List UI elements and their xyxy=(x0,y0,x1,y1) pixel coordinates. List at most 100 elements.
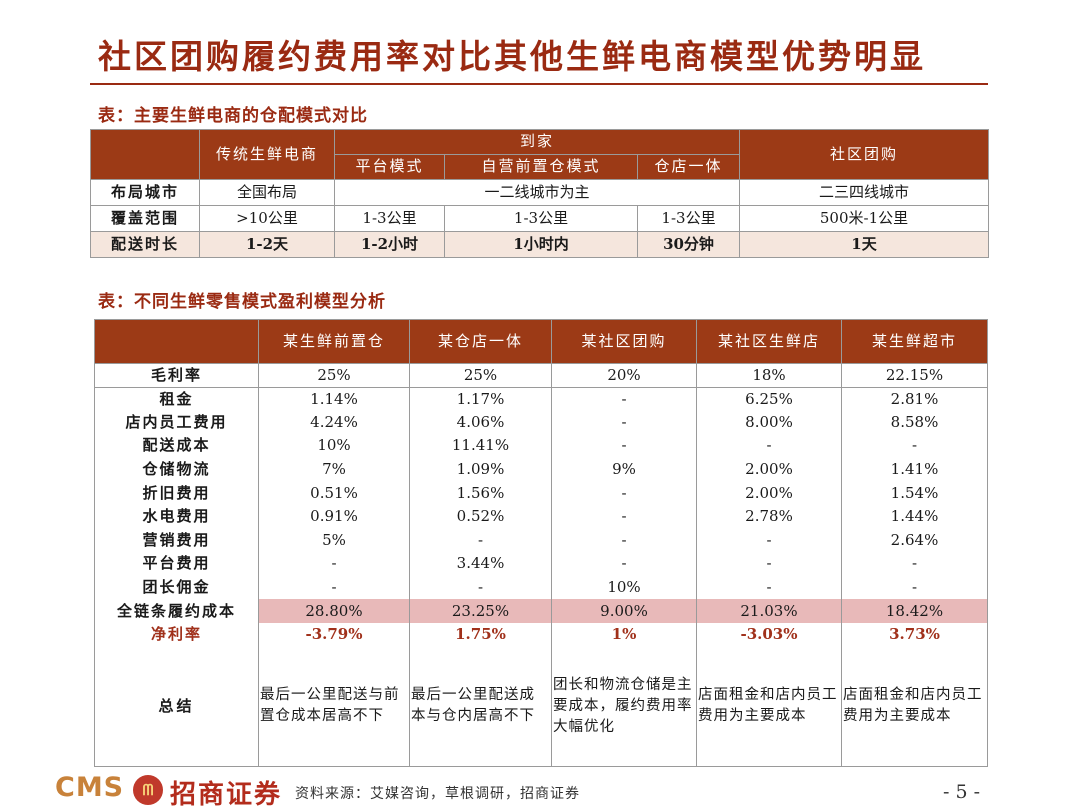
cms-logo: CMS xyxy=(55,772,125,803)
table-cell: 1.41% xyxy=(841,457,988,482)
table-cell: 1.56% xyxy=(409,481,552,506)
header-column: 某社区团购 xyxy=(551,319,697,364)
table-cell: 20% xyxy=(551,363,697,388)
page-number: - 5 - xyxy=(943,781,981,803)
table-cell: 500米-1公里 xyxy=(739,205,989,232)
table-cell: - xyxy=(551,528,697,553)
table-cell: 8.00% xyxy=(696,410,842,435)
table-cell: 1-3公里 xyxy=(334,205,445,232)
row-label: 全链条履约成本 xyxy=(94,599,259,624)
table-cell: - xyxy=(696,434,842,458)
table-cell: 18% xyxy=(696,363,842,388)
summary-cell: 店面租金和店内员工费用为主要成本 xyxy=(841,646,988,768)
data-source: 资料来源：艾媒咨询，草根调研，招商证券 xyxy=(295,786,580,802)
table-cell: - xyxy=(551,410,697,435)
table-cell: - xyxy=(841,575,988,600)
header-column: 某仓店一体 xyxy=(409,319,552,364)
company-name: 招商证券 xyxy=(170,780,283,810)
row-label: 配送成本 xyxy=(94,434,259,458)
title-divider xyxy=(90,83,988,85)
table-cell: 一二线城市为主 xyxy=(334,179,740,206)
table-cell: 2.78% xyxy=(696,505,842,529)
summary-cell: 团长和物流仓储是主要成本，履约费用率大幅优化 xyxy=(551,646,697,768)
table-cell: - xyxy=(551,552,697,576)
table-row: 覆盖范围 >10公里 1-3公里 1-3公里 1-3公里 500米-1公里 xyxy=(90,205,989,232)
page-title: 社区团购履约费用率对比其他生鲜电商模型优势明显 xyxy=(98,37,926,76)
table-cell: 1% xyxy=(551,623,697,647)
profit-model-table: 某生鲜前置仓 某仓店一体 某社区团购 某社区生鲜店 某生鲜超市 毛利率 25% 25… xyxy=(94,319,988,768)
table-cell: - xyxy=(696,575,842,600)
header-warehouse-store: 仓店一体 xyxy=(637,154,740,180)
table-cell: - xyxy=(409,575,552,600)
row-label: 布局城市 xyxy=(90,179,200,206)
table-row: 营销费用 5% - - -2.64% xyxy=(94,528,988,553)
table-cell: 0.91% xyxy=(258,505,410,529)
table-cell: - xyxy=(696,528,842,553)
table-cell: 23.25% xyxy=(409,599,552,624)
row-label: 毛利率 xyxy=(94,363,259,388)
header-home-delivery: 到家 xyxy=(334,129,740,155)
row-label: 总结 xyxy=(94,646,259,768)
row-label: 水电费用 xyxy=(94,505,259,529)
table-cell: 10% xyxy=(258,434,410,458)
table-cell: 2.00% xyxy=(696,457,842,482)
row-label: 净利率 xyxy=(94,623,259,647)
row-label: 团长佣金 xyxy=(94,575,259,600)
table-cell: 25% xyxy=(258,363,410,388)
table-cell: -3.03% xyxy=(696,623,842,647)
table-row: 仓储物流 7% 1.09% 9% 2.00% 1.41% xyxy=(94,457,988,482)
table-cell: 1.75% xyxy=(409,623,552,647)
row-label: 配送时长 xyxy=(90,231,200,258)
table-cell: 25% xyxy=(409,363,552,388)
table-cell: 5% xyxy=(258,528,410,553)
table-cell: - xyxy=(696,552,842,576)
table-cell: 二三四线城市 xyxy=(739,179,989,206)
header-column: 某生鲜超市 xyxy=(841,319,988,364)
table1-caption: 表：主要生鲜电商的仓配模式对比 xyxy=(98,106,368,126)
table2-caption: 表：不同生鲜零售模式盈利模型分析 xyxy=(98,292,386,312)
table-cell: 1.44% xyxy=(841,505,988,529)
header-self-run: 自营前置仓模式 xyxy=(444,154,638,180)
row-label: 平台费用 xyxy=(94,552,259,576)
table-cell: 18.42% xyxy=(841,599,988,624)
table-cell: 3.44% xyxy=(409,552,552,576)
table-cell: 7% xyxy=(258,457,410,482)
table-cell: 3.73% xyxy=(841,623,988,647)
table-cell: 22.15% xyxy=(841,363,988,388)
table-cell: >10公里 xyxy=(199,205,335,232)
table-cell: 10% xyxy=(551,575,697,600)
table-cell: - xyxy=(841,552,988,576)
table-row: 布局城市 全国布局 一二线城市为主 二三四线城市 xyxy=(90,179,989,206)
table-cell: 28.80% xyxy=(258,599,410,624)
table-cell: 1-3公里 xyxy=(637,205,740,232)
table-cell: 0.51% xyxy=(258,481,410,506)
table-cell: 9% xyxy=(551,457,697,482)
table-cell: 1.14% xyxy=(258,387,410,411)
table-cell: 2.00% xyxy=(696,481,842,506)
table-cell: 8.58% xyxy=(841,410,988,435)
table-cell: 21.03% xyxy=(696,599,842,624)
table-cell: 1-3公里 xyxy=(444,205,638,232)
table-cell: 1.17% xyxy=(409,387,552,411)
table-row: 团长佣金 - -10% - - xyxy=(94,575,988,600)
table-cell: 9.00% xyxy=(551,599,697,624)
row-label: 仓储物流 xyxy=(94,457,259,482)
summary-cell: 最后一公里配送与前置仓成本居高不下 xyxy=(258,646,410,768)
header-column: 某生鲜前置仓 xyxy=(258,319,410,364)
row-label: 折旧费用 xyxy=(94,481,259,506)
table-cell: 1-2小时 xyxy=(334,231,445,258)
table-cell: - xyxy=(409,528,552,553)
table-row: 毛利率 25% 25% 20% 18% 22.15% xyxy=(94,363,988,388)
table-row: 配送时长 1-2天 1-2小时 1小时内 30分钟 1天 xyxy=(90,231,989,258)
table-cell: - xyxy=(551,505,697,529)
row-label: 覆盖范围 xyxy=(90,205,200,232)
table-cell: 0.52% xyxy=(409,505,552,529)
summary-cell: 店面租金和店内员工费用为主要成本 xyxy=(696,646,842,768)
warehouse-model-table: 传统生鲜电商 到家 社区团购 平台模式 自营前置仓模式 仓店一体 布局城市 全国… xyxy=(90,129,989,258)
table-cell: 全国布局 xyxy=(199,179,335,206)
table-row: 净利率 -3.79% 1.75% 1% -3.03% 3.73% xyxy=(94,623,988,647)
summary-row: 总结 最后一公里配送与前置仓成本居高不下 最后一公里配送成本与仓内居高不下 团长… xyxy=(94,646,988,768)
table-cell: 11.41% xyxy=(409,434,552,458)
table-cell: 4.24% xyxy=(258,410,410,435)
table-cell: - xyxy=(551,434,697,458)
